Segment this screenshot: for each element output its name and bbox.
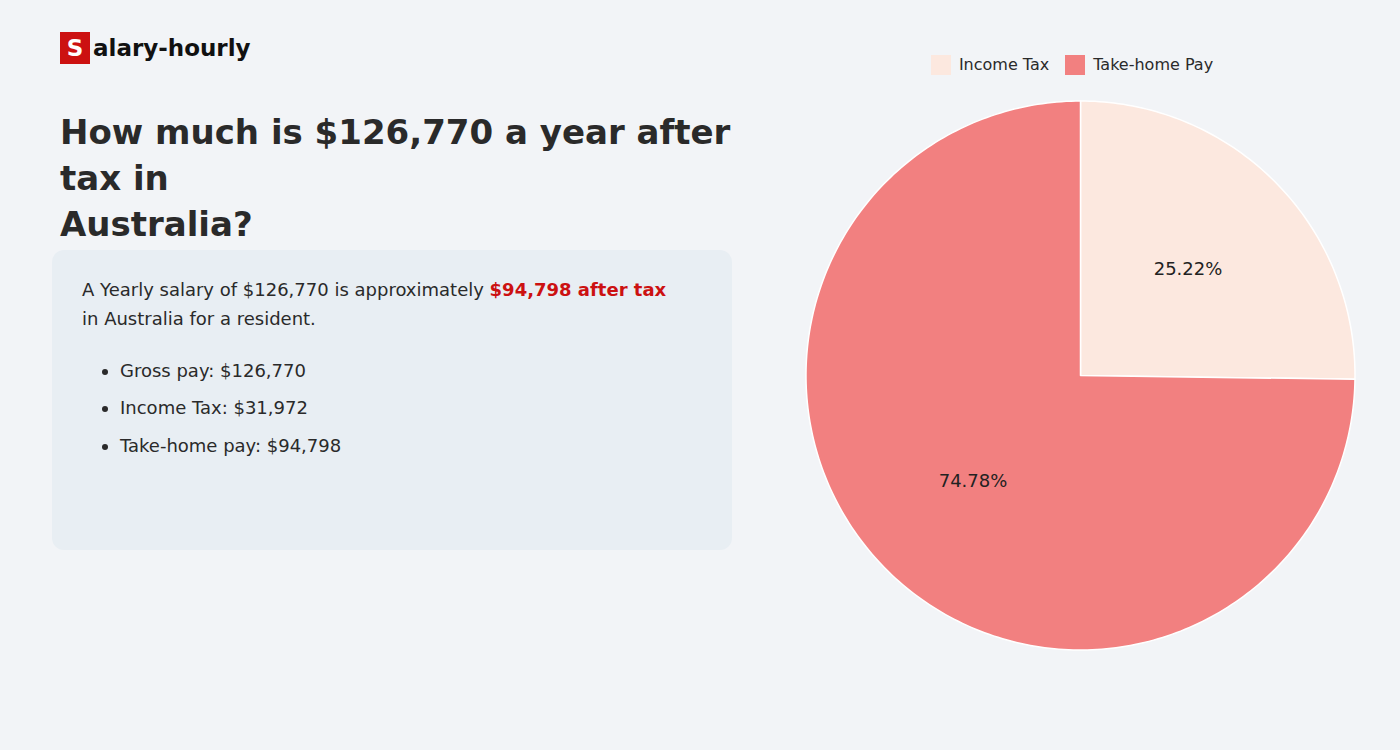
html-text:S: S bbox=[66, 35, 84, 61]
html-text:alary-hourly: alary-hourly bbox=[93, 35, 251, 61]
html-text:How much is $126,770 a year af: How much is $126,770 a year after tax in… bbox=[60, 112, 731, 244]
html-text:A Yearly salary of $126,770 is: A Yearly salary of $126,770 is approxima… bbox=[82, 279, 667, 300]
html-text:Gross pay: $126,770: Gross pay: $126,770 bbox=[120, 359, 306, 381]
html-text:Take-home pay: $94,798: Take-home pay: $94,798 bbox=[120, 435, 342, 457]
html-text:Income Tax: $31,972: Income Tax: $31,972 bbox=[120, 397, 308, 419]
html-text:in Australia for a resident.: in Australia for a resident. bbox=[82, 307, 316, 329]
svg-text:25.22%: 25.22% bbox=[1154, 258, 1223, 279]
html-text:Income Tax: Income Tax bbox=[958, 55, 1050, 74]
svg-text:74.78%: 74.78% bbox=[939, 470, 1008, 491]
html-text:Take-home Pay: Take-home Pay bbox=[1093, 55, 1214, 74]
